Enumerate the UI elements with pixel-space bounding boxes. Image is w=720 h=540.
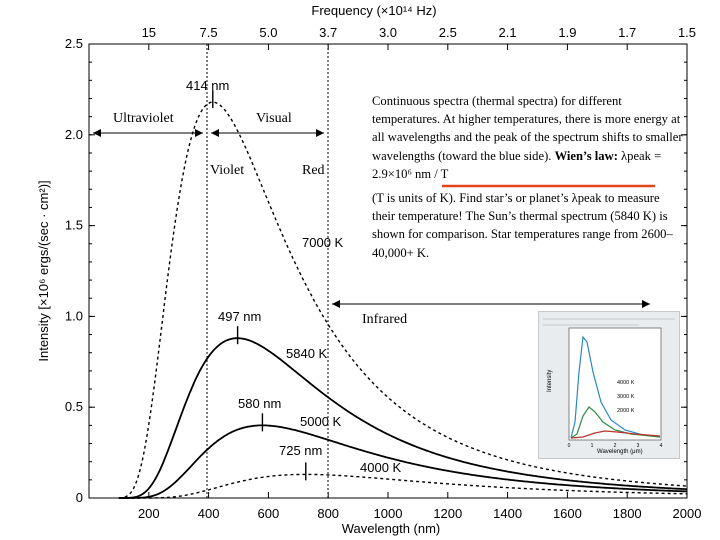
- inset-faint-text-line: [543, 318, 675, 320]
- inset-x-label: Wavelength (μm): [597, 449, 643, 455]
- peak-label-497: 497 nm: [218, 309, 261, 324]
- wien-law-label: Wien’s law:: [554, 148, 618, 163]
- spectrum-curves: [118, 101, 688, 499]
- inset-curve-4000k: [570, 335, 661, 439]
- y-tick-label: 2.0: [65, 127, 83, 142]
- top-tick-label: 1.7: [618, 25, 636, 40]
- inset-curve-2000k: [570, 430, 661, 439]
- annotation-paragraph-2: (T is units of K). Find star’s or planet…: [372, 191, 673, 260]
- inset-legend-3000k: 3000 K: [617, 394, 635, 400]
- peak-label-414: 414 nm: [186, 78, 229, 93]
- ultraviolet-arrow: [93, 129, 203, 137]
- y-tick-label: 1.5: [65, 218, 83, 233]
- y-tick-label: 0: [76, 490, 83, 505]
- inset-x-tick: 4: [660, 443, 663, 449]
- series-label-5000k: 5000 K: [300, 414, 342, 429]
- axis-ticks: 200 400 600 800 1000 1200 1400 1600 1800 2000 0 0.5…: [65, 25, 702, 521]
- x-tick-label: 1800: [613, 506, 642, 521]
- x-tick-label: 400: [198, 506, 220, 521]
- x-tick-label: 1400: [493, 506, 522, 521]
- inset-svg: Intensity Wavelength (μm) 4000 K 3000 K …: [547, 327, 663, 455]
- top-tick-label: 3.7: [319, 25, 337, 40]
- wien-law-formula: λpeak = 2.9×10⁶ nm / T: [372, 148, 662, 181]
- top-tick-label: 2.5: [439, 25, 457, 40]
- x-axis-title: Wavelength (nm): [342, 521, 441, 536]
- inset-x-tick: 1: [591, 443, 594, 449]
- x-tick-label: 2000: [673, 506, 702, 521]
- inset-x-tick: 2: [614, 443, 617, 449]
- series-curve-4000k: [118, 473, 687, 499]
- top-tick-label: 2.1: [499, 25, 517, 40]
- x-tick-label: 200: [138, 506, 160, 521]
- red-label: Red: [302, 163, 325, 178]
- region-label-infrared: Infrared: [362, 312, 407, 327]
- top-tick-label: 7.5: [200, 25, 218, 40]
- y-tick-label: 2.5: [65, 36, 83, 51]
- inset-legend-4000k: 4000 K: [617, 380, 635, 386]
- series-curve-5840k: [118, 337, 688, 499]
- x-tick-label: 600: [258, 506, 280, 521]
- violet-label: Violet: [210, 163, 244, 178]
- series-label-7000k: 7000 K: [302, 235, 344, 250]
- visual-arrow: [211, 129, 324, 137]
- x-tick-label: 1000: [374, 506, 403, 521]
- inset-faint-text-line: [543, 324, 639, 326]
- series-curve-5000k: [118, 424, 687, 499]
- inset-frame: [568, 327, 662, 441]
- inset-y-label: Intensity: [547, 370, 553, 392]
- top-tick-label: 1.5: [678, 25, 696, 40]
- top-tick-label: 1.9: [558, 25, 576, 40]
- annotation-paragraph-1: Continuous spectra (thermal spectra) for…: [372, 94, 683, 181]
- series-label-4000k: 4000 K: [360, 460, 402, 475]
- peak-markers: [212, 90, 307, 481]
- region-label-ultraviolet: Ultraviolet: [113, 111, 174, 126]
- x-tick-label: 1600: [553, 506, 582, 521]
- inset-x-tick: 0: [568, 443, 571, 449]
- y-tick-label: 1.0: [65, 308, 83, 323]
- top-axis-title: Frequency (×10¹⁴ Hz): [311, 3, 436, 18]
- region-label-visual: Visual: [256, 111, 292, 126]
- inset-x-tick: 3: [637, 443, 640, 449]
- y-axis-title: Intensity [×10⁶ ergs/(sec · cm²)]: [36, 180, 51, 361]
- top-tick-label: 5.0: [259, 25, 277, 40]
- peak-label-580: 580 nm: [238, 396, 281, 411]
- inset-legend-2000k: 2000 K: [617, 408, 635, 414]
- x-tick-label: 1200: [433, 506, 462, 521]
- y-tick-label: 0.5: [65, 399, 83, 414]
- top-tick-label: 3.0: [379, 25, 397, 40]
- annotation-block: Continuous spectra (thermal spectra) for…: [372, 92, 684, 262]
- inset-curves: [570, 335, 661, 439]
- top-tick-label: 15: [142, 25, 156, 40]
- x-tick-label: 800: [317, 506, 339, 521]
- peak-label-725: 725 nm: [279, 443, 322, 458]
- inset-comparison-plot: Intensity Wavelength (μm) 4000 K 3000 K …: [538, 311, 680, 459]
- series-label-5840k: 5840 K: [286, 346, 328, 361]
- infrared-arrow: [332, 300, 650, 308]
